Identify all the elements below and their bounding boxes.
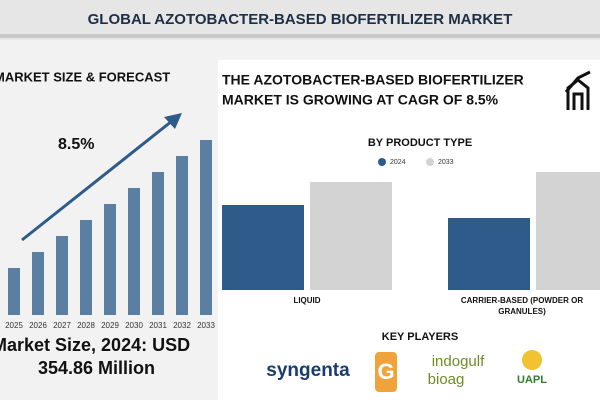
title-rule xyxy=(0,34,600,38)
x-tick-label: 2026 xyxy=(29,321,47,330)
bar xyxy=(32,252,44,315)
headline: THE AZOTOBACTER-BASED BIOFERTILIZER xyxy=(222,72,524,88)
bar xyxy=(80,220,92,315)
bar xyxy=(104,204,116,315)
player-logo: bioag xyxy=(428,371,465,388)
x-tick-label: 2029 xyxy=(101,321,119,330)
page-title: GLOBAL AZOTOBACTER-BASED BIOFERTILIZER M… xyxy=(88,11,513,28)
x-tick-label: 2032 xyxy=(173,321,191,330)
bar xyxy=(176,156,188,315)
arrow-head xyxy=(164,113,182,129)
player-logo-bg xyxy=(375,352,397,392)
category-label: LIQUID xyxy=(293,296,321,305)
headline: MARKET IS GROWING AT CAGR OF 8.5% xyxy=(222,92,499,108)
bar xyxy=(8,268,20,315)
uapl-logo-sun xyxy=(522,350,542,370)
player-logo: UAPL xyxy=(517,374,547,386)
x-tick-label: 2031 xyxy=(149,321,167,330)
bar xyxy=(536,172,600,290)
player-logo: indogulf xyxy=(432,353,485,370)
players-title: KEY PLAYERS xyxy=(382,331,458,343)
bar xyxy=(128,188,140,315)
legend-label: 2024 xyxy=(390,159,406,166)
player-logo: G xyxy=(377,359,394,384)
product-title: BY PRODUCT TYPE xyxy=(368,137,472,149)
market-size-line: Market Size, 2024: USD xyxy=(0,335,190,355)
market-size-line: 354.86 Million xyxy=(38,358,155,378)
bar xyxy=(310,182,392,290)
bar xyxy=(200,140,212,315)
x-tick-label: 2027 xyxy=(53,321,71,330)
bar xyxy=(222,205,304,290)
title-band xyxy=(0,0,600,40)
chart-icon xyxy=(564,70,591,110)
growth-arrow xyxy=(21,119,173,242)
legend-label: 2033 xyxy=(438,159,454,166)
player-logo: syngenta xyxy=(266,360,350,381)
bar xyxy=(448,218,530,290)
x-tick-label: 2033 xyxy=(197,321,215,330)
category-label: CARRIER-BASED (POWDER OR GRANULES) xyxy=(460,296,584,316)
cagr-label: 8.5% xyxy=(58,136,94,153)
legend-swatch xyxy=(378,158,386,166)
bar xyxy=(56,236,68,315)
x-tick-label: 2030 xyxy=(125,321,143,330)
bar xyxy=(152,172,164,315)
x-tick-label: 2025 xyxy=(5,321,23,330)
legend-swatch xyxy=(426,158,434,166)
x-tick-label: 2028 xyxy=(77,321,95,330)
forecast-title: MARKET SIZE & FORECAST xyxy=(0,69,170,84)
